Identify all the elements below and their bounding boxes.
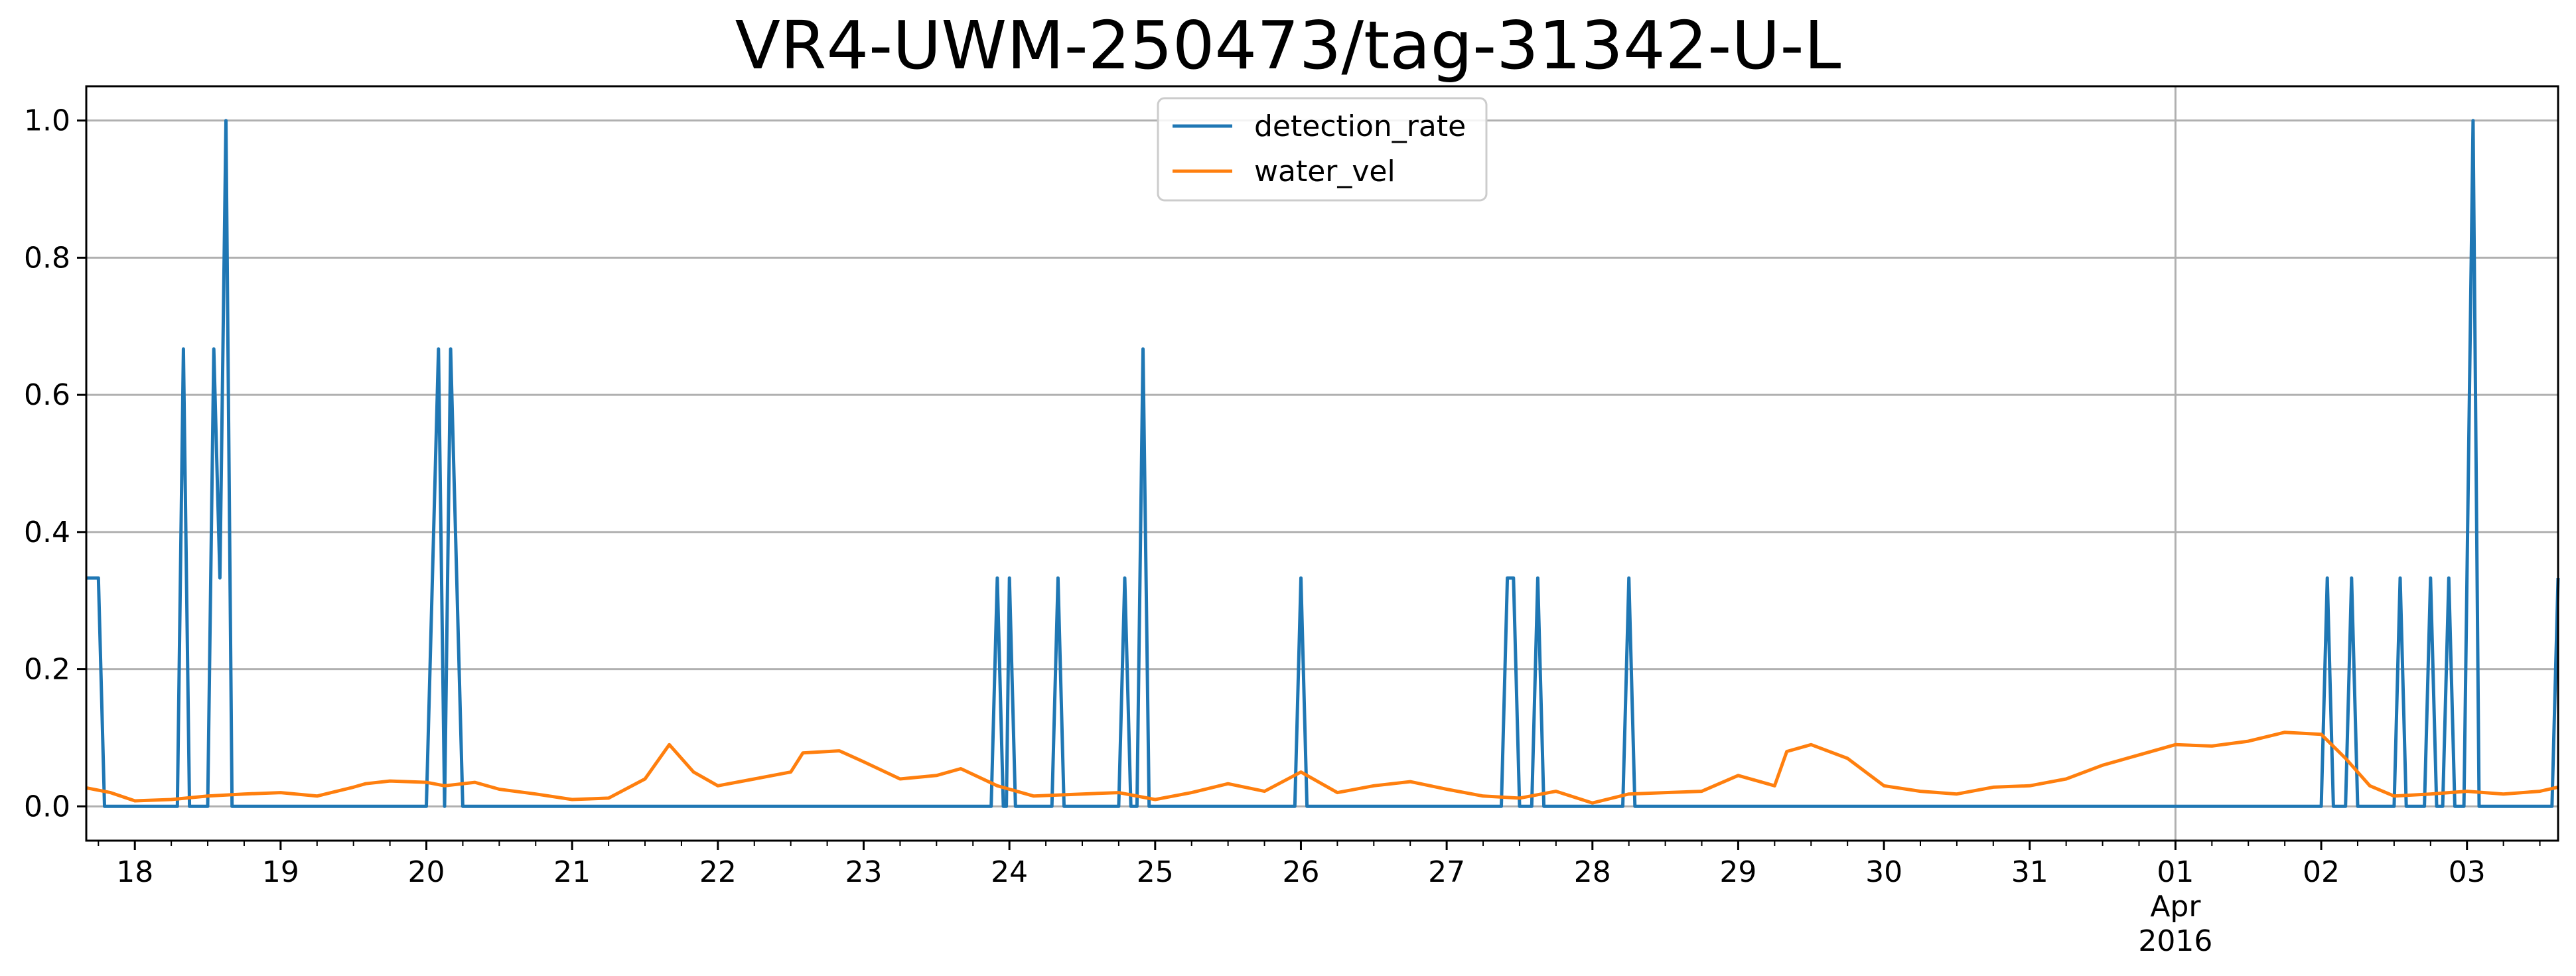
x-tick-label: 31	[2011, 855, 2048, 889]
x-tick-year-label: 2016	[2138, 924, 2212, 958]
x-tick-label: 29	[1719, 855, 1756, 889]
x-tick-label: 03	[2449, 855, 2486, 889]
legend: detection_rate water_vel	[1157, 97, 1488, 202]
y-tick-label: 1.0	[24, 104, 70, 138]
x-tick-label: 21	[553, 855, 591, 889]
y-tick-label: 0.2	[24, 653, 70, 687]
x-tick-label: 23	[845, 855, 882, 889]
x-tick-label: 18	[116, 855, 153, 889]
x-tick-label: 22	[699, 855, 737, 889]
x-tick-label: 19	[262, 855, 299, 889]
y-axis: 0.0 0.2 0.4 0.6 0.8 1.0	[24, 104, 86, 823]
x-tick-label: 01	[2157, 855, 2194, 889]
y-tick-label: 0.6	[24, 378, 70, 412]
x-tick-label: 25	[1137, 855, 1174, 889]
y-tick-label: 0.4	[24, 516, 70, 549]
series-line-detection-rate	[86, 119, 2560, 808]
x-tick-label: 28	[1574, 855, 1611, 889]
chart-title: VR4-UWM-250473/tag-31342-U-L	[735, 7, 1841, 84]
x-tick-label: 26	[1282, 855, 1319, 889]
x-tick-label: 24	[991, 855, 1028, 889]
x-tick-label: 27	[1428, 855, 1465, 889]
legend-box	[1157, 97, 1488, 202]
series-lines	[86, 119, 2560, 808]
legend-label: detection_rate	[1254, 109, 1466, 143]
y-tick-label: 0.8	[24, 241, 70, 275]
y-tick-label: 0.0	[24, 790, 70, 823]
series-line-water-vel	[86, 731, 2559, 805]
x-tick-label: 20	[408, 855, 445, 889]
x-tick-label: 30	[1865, 855, 1902, 889]
plot-frame	[85, 85, 2559, 842]
x-tick-month-label: Apr	[2150, 890, 2201, 924]
x-tick-label: 02	[2303, 855, 2340, 889]
legend-label: water_vel	[1254, 155, 1395, 188]
